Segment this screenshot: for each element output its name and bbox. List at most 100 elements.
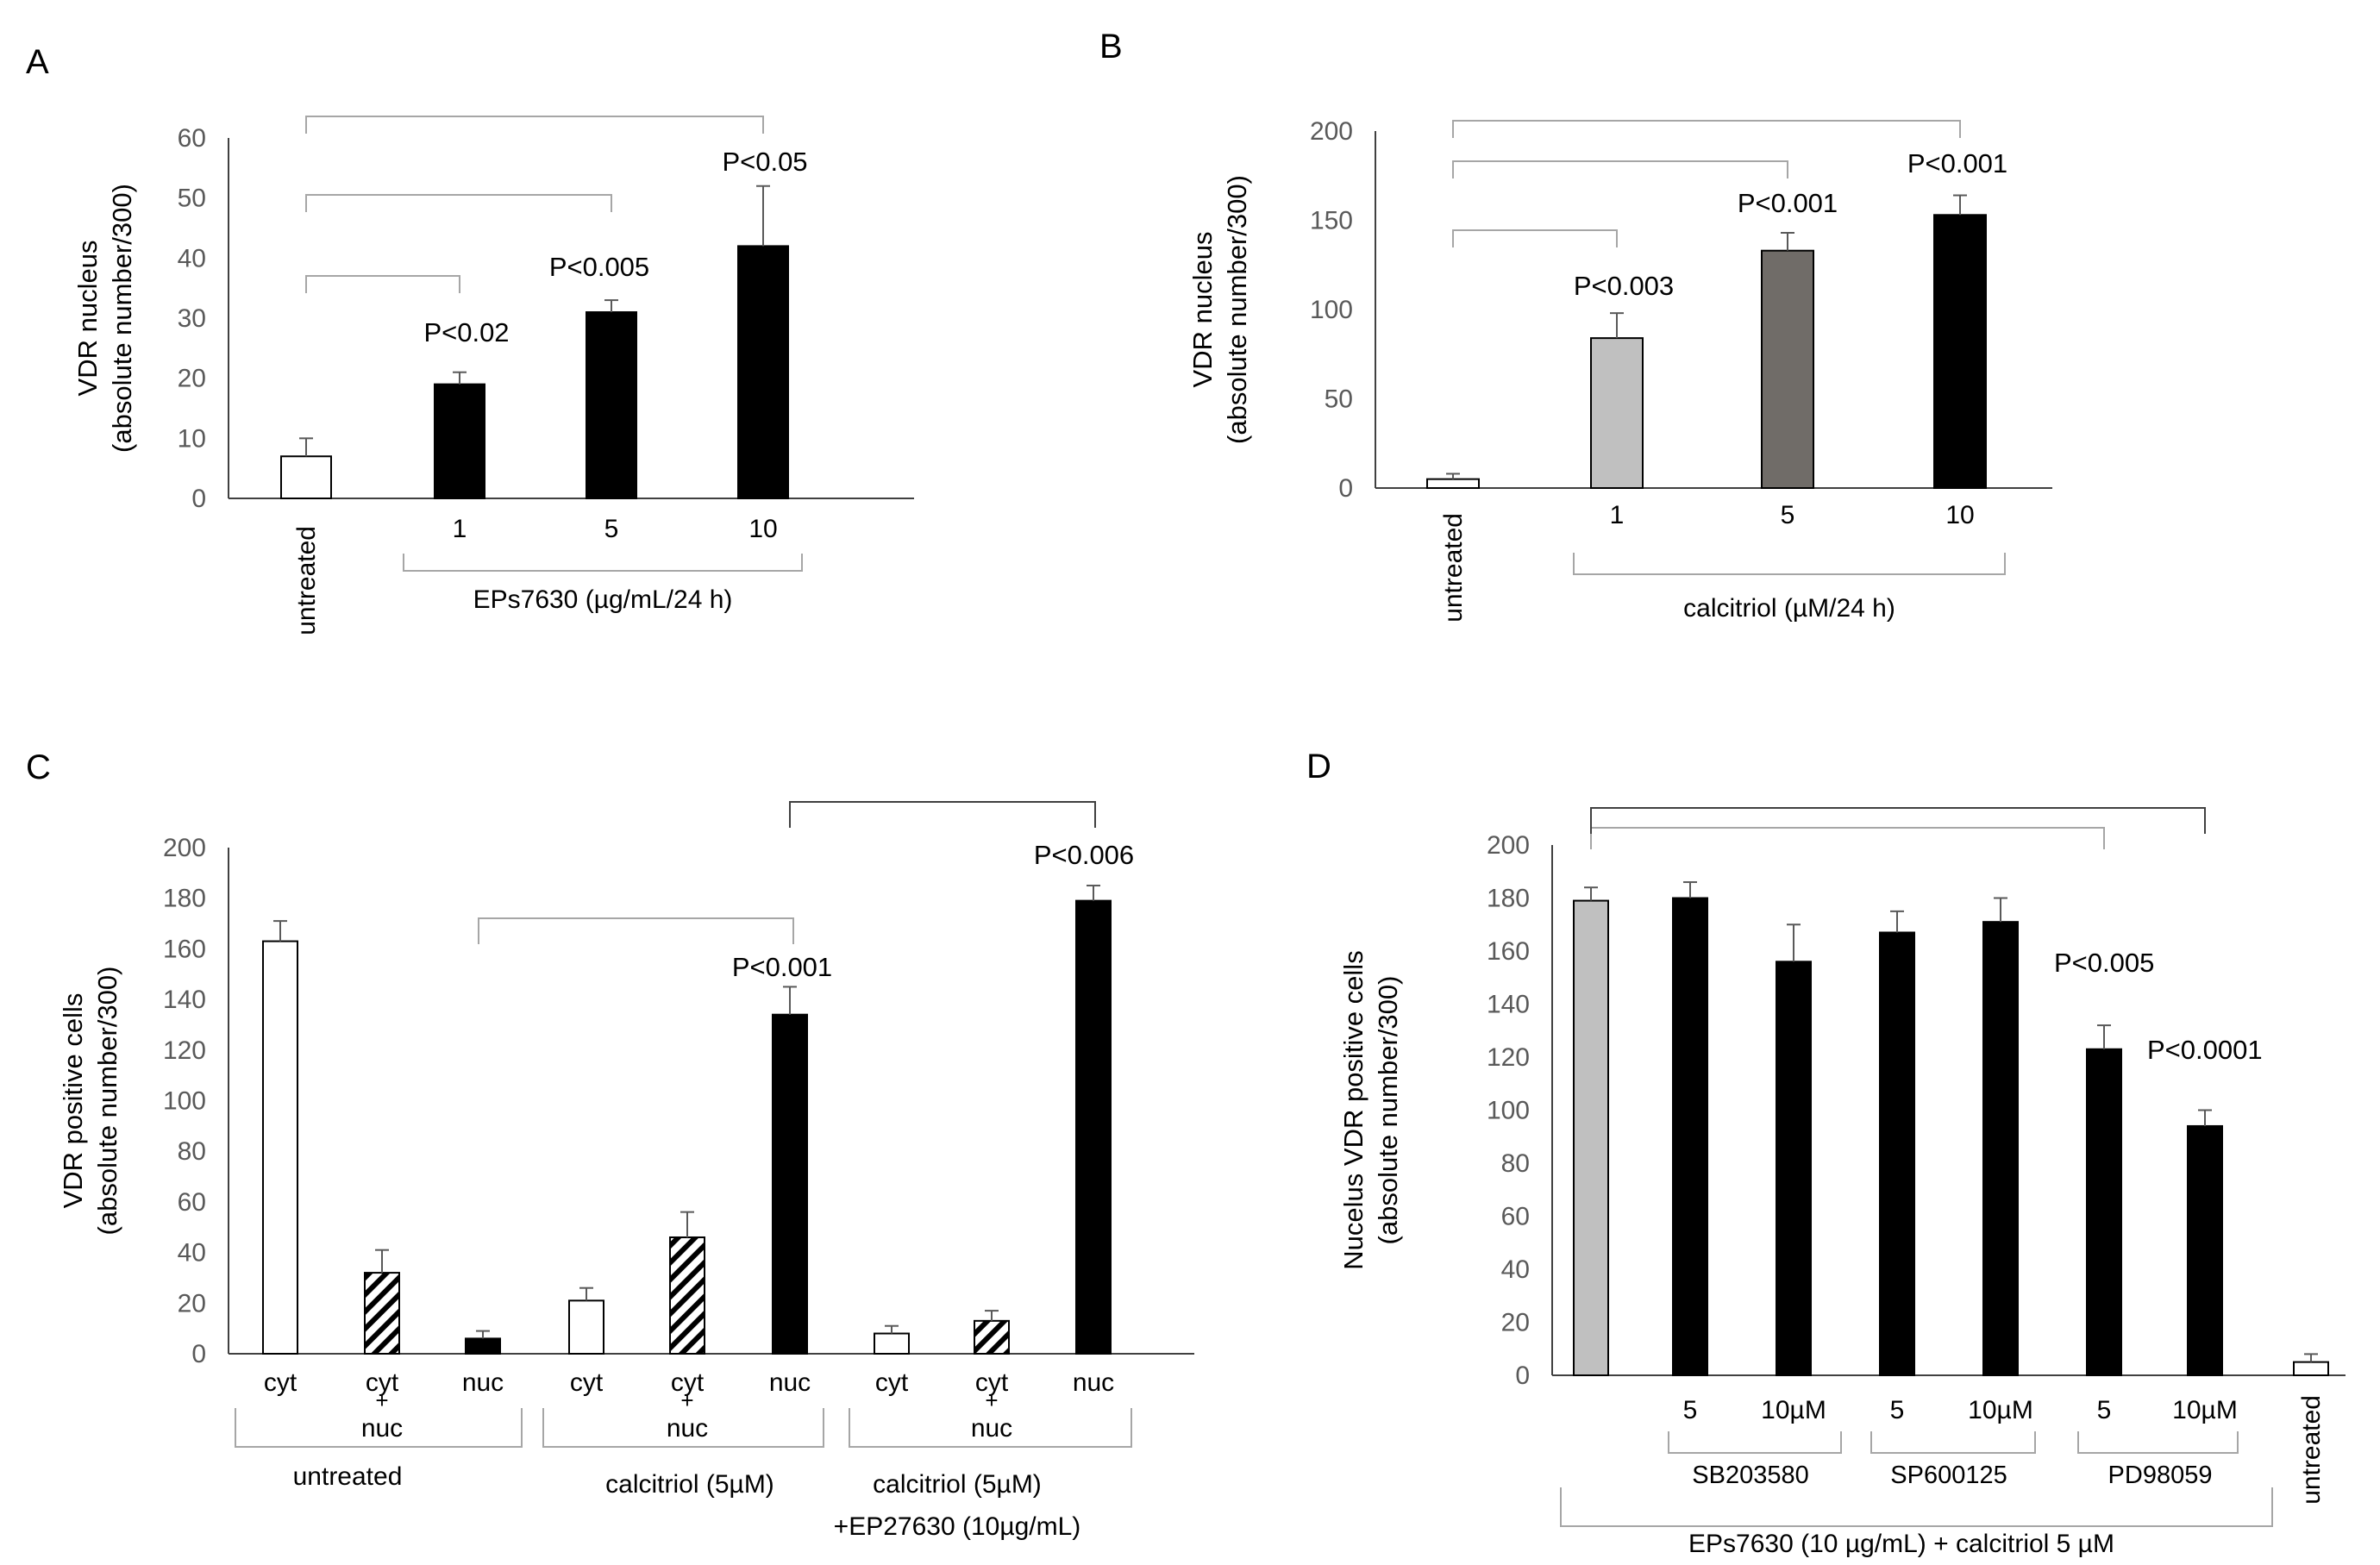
- p-value-label: P<0.005: [549, 252, 649, 282]
- category-label: untreated: [1439, 513, 1468, 623]
- category-label: 10: [1945, 501, 1974, 529]
- bar: [1982, 921, 2019, 1377]
- y-tick-label: 100: [163, 1087, 206, 1116]
- y-tick-label: 20: [1501, 1309, 1530, 1337]
- y-tick-label: 60: [1501, 1203, 1530, 1231]
- y-axis-label-line-1: VDR nucleus: [72, 241, 103, 397]
- group-label: untreated: [293, 1462, 403, 1491]
- category-label: cyt: [875, 1368, 909, 1397]
- bar: [434, 383, 485, 499]
- y-tick-label: 140: [163, 986, 206, 1014]
- bar: [280, 455, 332, 500]
- y-axis-label-line-1: Nucelus VDR positive cells: [1338, 950, 1368, 1269]
- group-bracket: [403, 554, 803, 572]
- significance-bracket: [1452, 160, 1788, 178]
- inhibitor-label: PD98059: [2108, 1462, 2213, 1489]
- y-tick-label: 0: [1338, 474, 1353, 503]
- significance-bracket: [789, 801, 1096, 828]
- y-tick-label: 80: [178, 1137, 206, 1166]
- y-tick-label: 140: [1487, 991, 1530, 1019]
- group-label: calcitriol (5µM): [873, 1470, 1042, 1499]
- y-tick-label: 180: [1487, 885, 1530, 913]
- category-label: 5: [1683, 1396, 1698, 1424]
- bar: [874, 1332, 910, 1355]
- bar: [1672, 897, 1708, 1376]
- y-tick-label: 100: [1310, 296, 1353, 324]
- plus-sign: +: [375, 1387, 388, 1413]
- y-tick-label: 0: [191, 485, 206, 513]
- panel-d-chart: D 0 20 40 60 80 100 120 140 160 180 200 Nucelus VDR …: [1306, 748, 2346, 1558]
- bar: [586, 311, 637, 499]
- panel-letter: A: [26, 43, 49, 81]
- significance-bracket: [1590, 807, 2206, 834]
- bar: [1590, 337, 1644, 489]
- category-label: cyt: [671, 1368, 705, 1397]
- bar: [262, 940, 298, 1355]
- panel-letter: C: [26, 748, 51, 786]
- panel-letter: B: [1099, 28, 1123, 66]
- bar: [1761, 249, 1814, 489]
- y-tick-label: 200: [163, 834, 206, 862]
- y-tick-label: 200: [1487, 831, 1530, 860]
- category-label: cyt: [975, 1368, 1009, 1397]
- category-label: 10µM: [1761, 1396, 1826, 1424]
- bar: [2086, 1048, 2122, 1377]
- category-label: 5: [2097, 1396, 2112, 1424]
- p-value-label: P<0.005: [2054, 948, 2154, 978]
- y-tick-label: 60: [178, 124, 206, 153]
- plus-sign: +: [680, 1387, 693, 1413]
- y-axis-label: Nucelus VDR positive cells (absolute numb…: [1338, 950, 1403, 1269]
- category-label: nuc: [1073, 1368, 1114, 1397]
- plus-sign: +: [985, 1387, 998, 1413]
- category-label: 10µM: [1968, 1396, 2033, 1424]
- category-label: 5: [604, 515, 619, 543]
- bar: [1879, 931, 1915, 1376]
- bar: [1776, 961, 1812, 1377]
- bar: [568, 1299, 604, 1355]
- y-tick-label: 50: [178, 185, 206, 213]
- category-label: untreated: [292, 526, 321, 635]
- y-axis-label-line-2: (absolute number/300): [1373, 976, 1403, 1245]
- y-tick-label: 160: [163, 935, 206, 963]
- bar: [465, 1337, 501, 1355]
- category-label: cyt: [366, 1368, 399, 1397]
- y-tick-label: 160: [1487, 937, 1530, 966]
- inhibitor-label: SB203580: [1692, 1462, 1808, 1489]
- significance-bracket: [305, 275, 460, 293]
- group-bracket: [542, 1408, 824, 1448]
- group-label-line-2: +EP27630 (10µg/mL): [834, 1512, 1081, 1541]
- significance-bracket: [305, 194, 612, 212]
- p-value-label: P<0.006: [1034, 840, 1134, 870]
- significance-bracket: [1452, 120, 1961, 138]
- bar: [772, 1013, 808, 1355]
- group-bracket: [1560, 1487, 2273, 1527]
- y-tick-label: 50: [1325, 385, 1353, 414]
- category-label: 5: [1890, 1396, 1905, 1424]
- panel-a-chart: A 0 10 20 30 40 50 60 VDR nucleus (absolute numbe…: [26, 43, 914, 635]
- y-tick-label: 0: [191, 1340, 206, 1368]
- p-value-label: P<0.001: [732, 952, 832, 982]
- bar: [1933, 214, 1987, 489]
- significance-bracket: [1452, 229, 1618, 247]
- category-label: nuc: [361, 1414, 403, 1443]
- significance-bracket: [305, 116, 764, 134]
- y-tick-label: 20: [178, 365, 206, 393]
- y-tick-label: 80: [1501, 1149, 1530, 1178]
- p-value-label: P<0.05: [722, 147, 807, 177]
- category-label: nuc: [462, 1368, 504, 1397]
- category-label: 10: [748, 515, 777, 543]
- p-value-label: P<0.001: [1907, 148, 2007, 178]
- y-axis-label-line-2: (absolute number/300): [92, 967, 122, 1236]
- group-label: EPs7630 (10 µg/mL) + calcitriol 5 µM: [1688, 1530, 2114, 1558]
- y-tick-label: 20: [178, 1289, 206, 1318]
- group-bracket: [1573, 553, 2006, 575]
- group-bracket: [849, 1408, 1132, 1448]
- y-tick-label: 0: [1515, 1362, 1530, 1390]
- category-label: 1: [453, 515, 467, 543]
- bar: [669, 1236, 705, 1355]
- y-tick-label: 30: [178, 304, 206, 333]
- group-label: EPs7630 (µg/mL/24 h): [473, 585, 733, 614]
- panel-c-chart: C 0 20 40 60 80 100 120 140 160 180 200 VDR positive…: [26, 748, 1194, 1541]
- bar: [2187, 1124, 2223, 1376]
